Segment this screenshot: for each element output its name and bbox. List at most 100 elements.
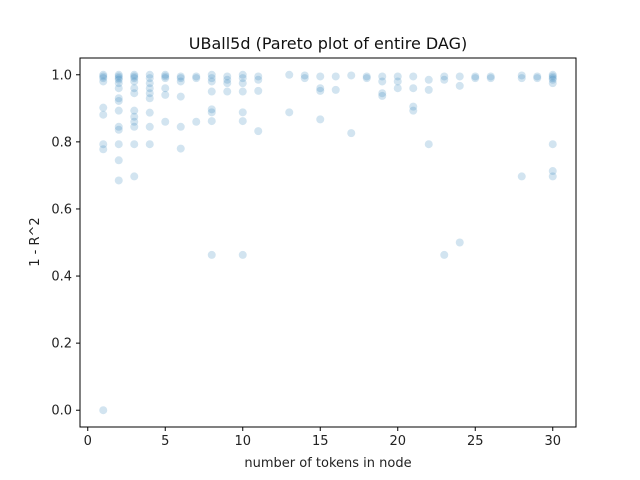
data-point [114,96,123,105]
data-point [238,74,247,83]
data-point [130,77,139,86]
y-tick-label: 0.2 [51,337,72,352]
data-point [223,72,232,81]
data-point [114,122,123,131]
data-point [114,75,123,84]
data-point [207,74,216,83]
data-point [455,72,464,81]
data-point [347,129,356,138]
data-point [424,75,433,84]
data-point [548,75,557,84]
data-point [207,70,216,79]
data-point [130,74,139,83]
data-point [130,70,139,79]
data-point [440,75,449,84]
data-point [393,72,402,81]
data-point [238,117,247,126]
data-point [207,108,216,117]
data-point [285,70,294,79]
data-point [440,250,449,259]
data-point [114,79,123,88]
data-point [145,122,154,131]
data-point [207,77,216,86]
data-point [161,84,170,93]
data-point [145,74,154,83]
data-point [192,117,201,126]
data-point [471,74,480,83]
data-point [393,84,402,93]
x-tick-label: 30 [544,434,561,449]
data-point [130,112,139,121]
x-axis-ticks: 0 5 10 15 20 25 30 [84,427,561,449]
data-point [145,84,154,93]
data-point [99,72,108,81]
data-point [145,70,154,79]
data-point [114,70,123,79]
data-point [130,117,139,126]
data-point [192,72,201,81]
y-axis-label: 1 - R^2 [28,217,43,266]
data-point [99,77,108,86]
data-point [161,117,170,126]
data-point [130,106,139,115]
data-point [300,74,309,83]
data-point [99,140,108,149]
data-point [455,81,464,90]
data-point [238,87,247,96]
data-point [114,94,123,103]
data-point [114,176,123,185]
data-point [331,85,340,94]
data-point [161,70,170,79]
data-point [130,89,139,98]
data-point [176,144,185,153]
y-tick-label: 0.8 [51,135,72,150]
data-point [378,77,387,86]
data-point [486,72,495,81]
data-point [378,89,387,98]
data-point [207,105,216,114]
data-point [362,72,371,81]
data-point [254,86,263,95]
data-point [114,74,123,83]
data-point [176,122,185,131]
data-point [145,89,154,98]
data-point [161,72,170,81]
data-point [207,87,216,96]
chart-title: UBall5d (Pareto plot of entire DAG) [189,34,467,53]
data-point [130,172,139,181]
data-point [409,72,418,81]
data-point [285,108,294,117]
data-point [114,156,123,165]
data-point [517,172,526,181]
data-point [548,167,557,176]
data-point [99,70,108,79]
data-point [409,84,418,93]
data-point [207,250,216,259]
data-point [114,84,123,93]
data-point [254,127,263,136]
data-point [424,140,433,149]
data-point [99,110,108,119]
data-point [300,71,309,80]
data-point [145,140,154,149]
data-point [176,72,185,81]
data-point [99,74,108,83]
data-point [548,72,557,81]
data-point [238,70,247,79]
x-axis-label: number of tokens in node [244,456,411,471]
data-point [145,79,154,88]
data-point [486,74,495,83]
data-point [316,72,325,81]
data-point [548,79,557,88]
data-point [378,91,387,100]
points-layer [99,70,557,415]
plot-frame [79,57,577,428]
data-point [223,79,232,88]
data-point [99,406,108,415]
data-point [378,72,387,81]
data-point [331,72,340,81]
data-point [130,84,139,93]
data-point [424,85,433,94]
data-point [99,145,108,154]
